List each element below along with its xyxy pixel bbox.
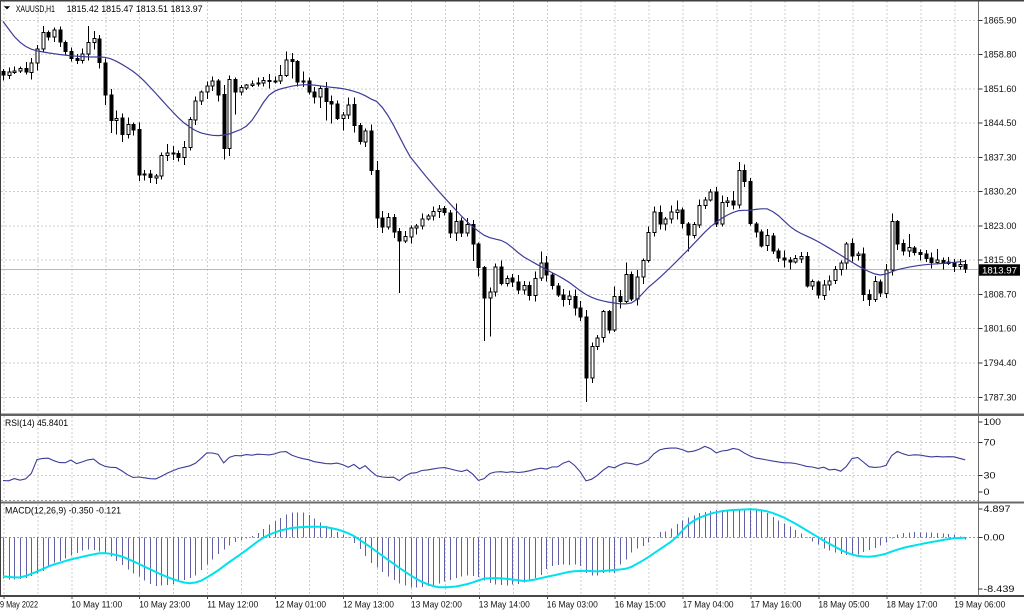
svg-text:30: 30 xyxy=(984,471,996,482)
svg-text:1815.90: 1815.90 xyxy=(984,255,1017,266)
svg-text:1837.30: 1837.30 xyxy=(984,153,1017,164)
svg-text:10 May 23:00: 10 May 23:00 xyxy=(139,600,190,611)
svg-text:1858.80: 1858.80 xyxy=(984,50,1017,61)
svg-text:12 May 01:00: 12 May 01:00 xyxy=(275,600,326,611)
svg-text:17 May 04:00: 17 May 04:00 xyxy=(683,600,734,611)
svg-text:9 May 2022: 9 May 2022 xyxy=(0,600,38,611)
svg-text:16 May 15:00: 16 May 15:00 xyxy=(615,600,666,611)
svg-text:1823.00: 1823.00 xyxy=(984,221,1017,232)
svg-text:1815.42 1815.47 1813.51 1813.9: 1815.42 1815.47 1813.51 1813.97 xyxy=(67,4,203,14)
svg-text:4.897: 4.897 xyxy=(984,504,1011,515)
svg-text:0: 0 xyxy=(984,487,990,498)
svg-text:1801.60: 1801.60 xyxy=(984,324,1017,335)
svg-text:1794.40: 1794.40 xyxy=(984,358,1017,369)
svg-text:1844.50: 1844.50 xyxy=(984,118,1017,129)
svg-text:1851.60: 1851.60 xyxy=(984,84,1017,95)
svg-text:1830.20: 1830.20 xyxy=(984,187,1017,198)
svg-text:XAUUSD,H1: XAUUSD,H1 xyxy=(16,4,55,14)
svg-text:MACD(12,26,9) -0.350 -0.121: MACD(12,26,9) -0.350 -0.121 xyxy=(5,506,121,517)
svg-text:1808.70: 1808.70 xyxy=(984,290,1017,301)
svg-text:13 May 14:00: 13 May 14:00 xyxy=(479,600,530,611)
svg-text:19 May 06:00: 19 May 06:00 xyxy=(954,600,1005,611)
svg-text:100: 100 xyxy=(984,417,1002,428)
svg-text:13 May 02:00: 13 May 02:00 xyxy=(411,600,462,611)
svg-text:17 May 16:00: 17 May 16:00 xyxy=(751,600,802,611)
svg-text:0.00: 0.00 xyxy=(984,533,1005,544)
svg-text:12 May 13:00: 12 May 13:00 xyxy=(343,600,394,611)
svg-text:11 May 12:00: 11 May 12:00 xyxy=(207,600,258,611)
svg-text:RSI(14) 45.8401: RSI(14) 45.8401 xyxy=(5,418,68,429)
svg-text:1865.90: 1865.90 xyxy=(984,16,1017,27)
svg-text:16 May 03:00: 16 May 03:00 xyxy=(547,600,598,611)
svg-text:1787.30: 1787.30 xyxy=(984,392,1017,403)
svg-text:10 May 11:00: 10 May 11:00 xyxy=(71,600,122,611)
svg-text:18 May 05:00: 18 May 05:00 xyxy=(818,600,869,611)
svg-text:70: 70 xyxy=(984,438,996,449)
svg-text:-8.439: -8.439 xyxy=(984,584,1015,595)
svg-text:1813.97: 1813.97 xyxy=(982,266,1017,277)
svg-text:18 May 17:00: 18 May 17:00 xyxy=(886,600,937,611)
